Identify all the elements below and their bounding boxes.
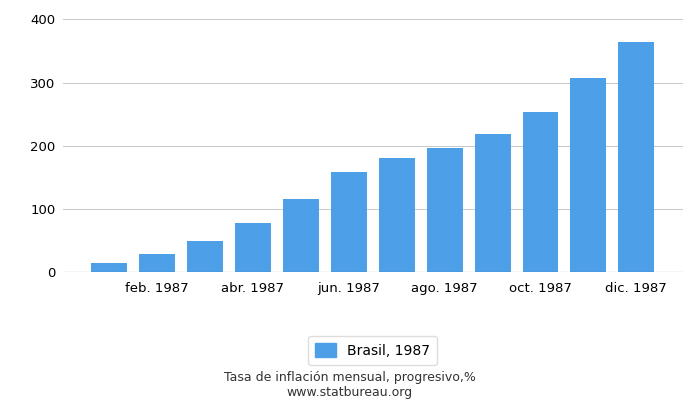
Text: Tasa de inflación mensual, progresivo,%: Tasa de inflación mensual, progresivo,% bbox=[224, 372, 476, 384]
Text: www.statbureau.org: www.statbureau.org bbox=[287, 386, 413, 399]
Bar bbox=[283, 199, 318, 272]
Bar bbox=[235, 223, 271, 272]
Bar bbox=[91, 263, 127, 272]
Legend: Brasil, 1987: Brasil, 1987 bbox=[308, 336, 438, 365]
Bar bbox=[475, 134, 510, 272]
Bar bbox=[379, 158, 414, 272]
Bar bbox=[187, 241, 223, 272]
Bar bbox=[427, 148, 463, 272]
Bar bbox=[618, 42, 654, 272]
Bar bbox=[570, 78, 606, 272]
Bar bbox=[331, 172, 367, 272]
Bar bbox=[139, 254, 175, 272]
Bar bbox=[522, 112, 559, 272]
